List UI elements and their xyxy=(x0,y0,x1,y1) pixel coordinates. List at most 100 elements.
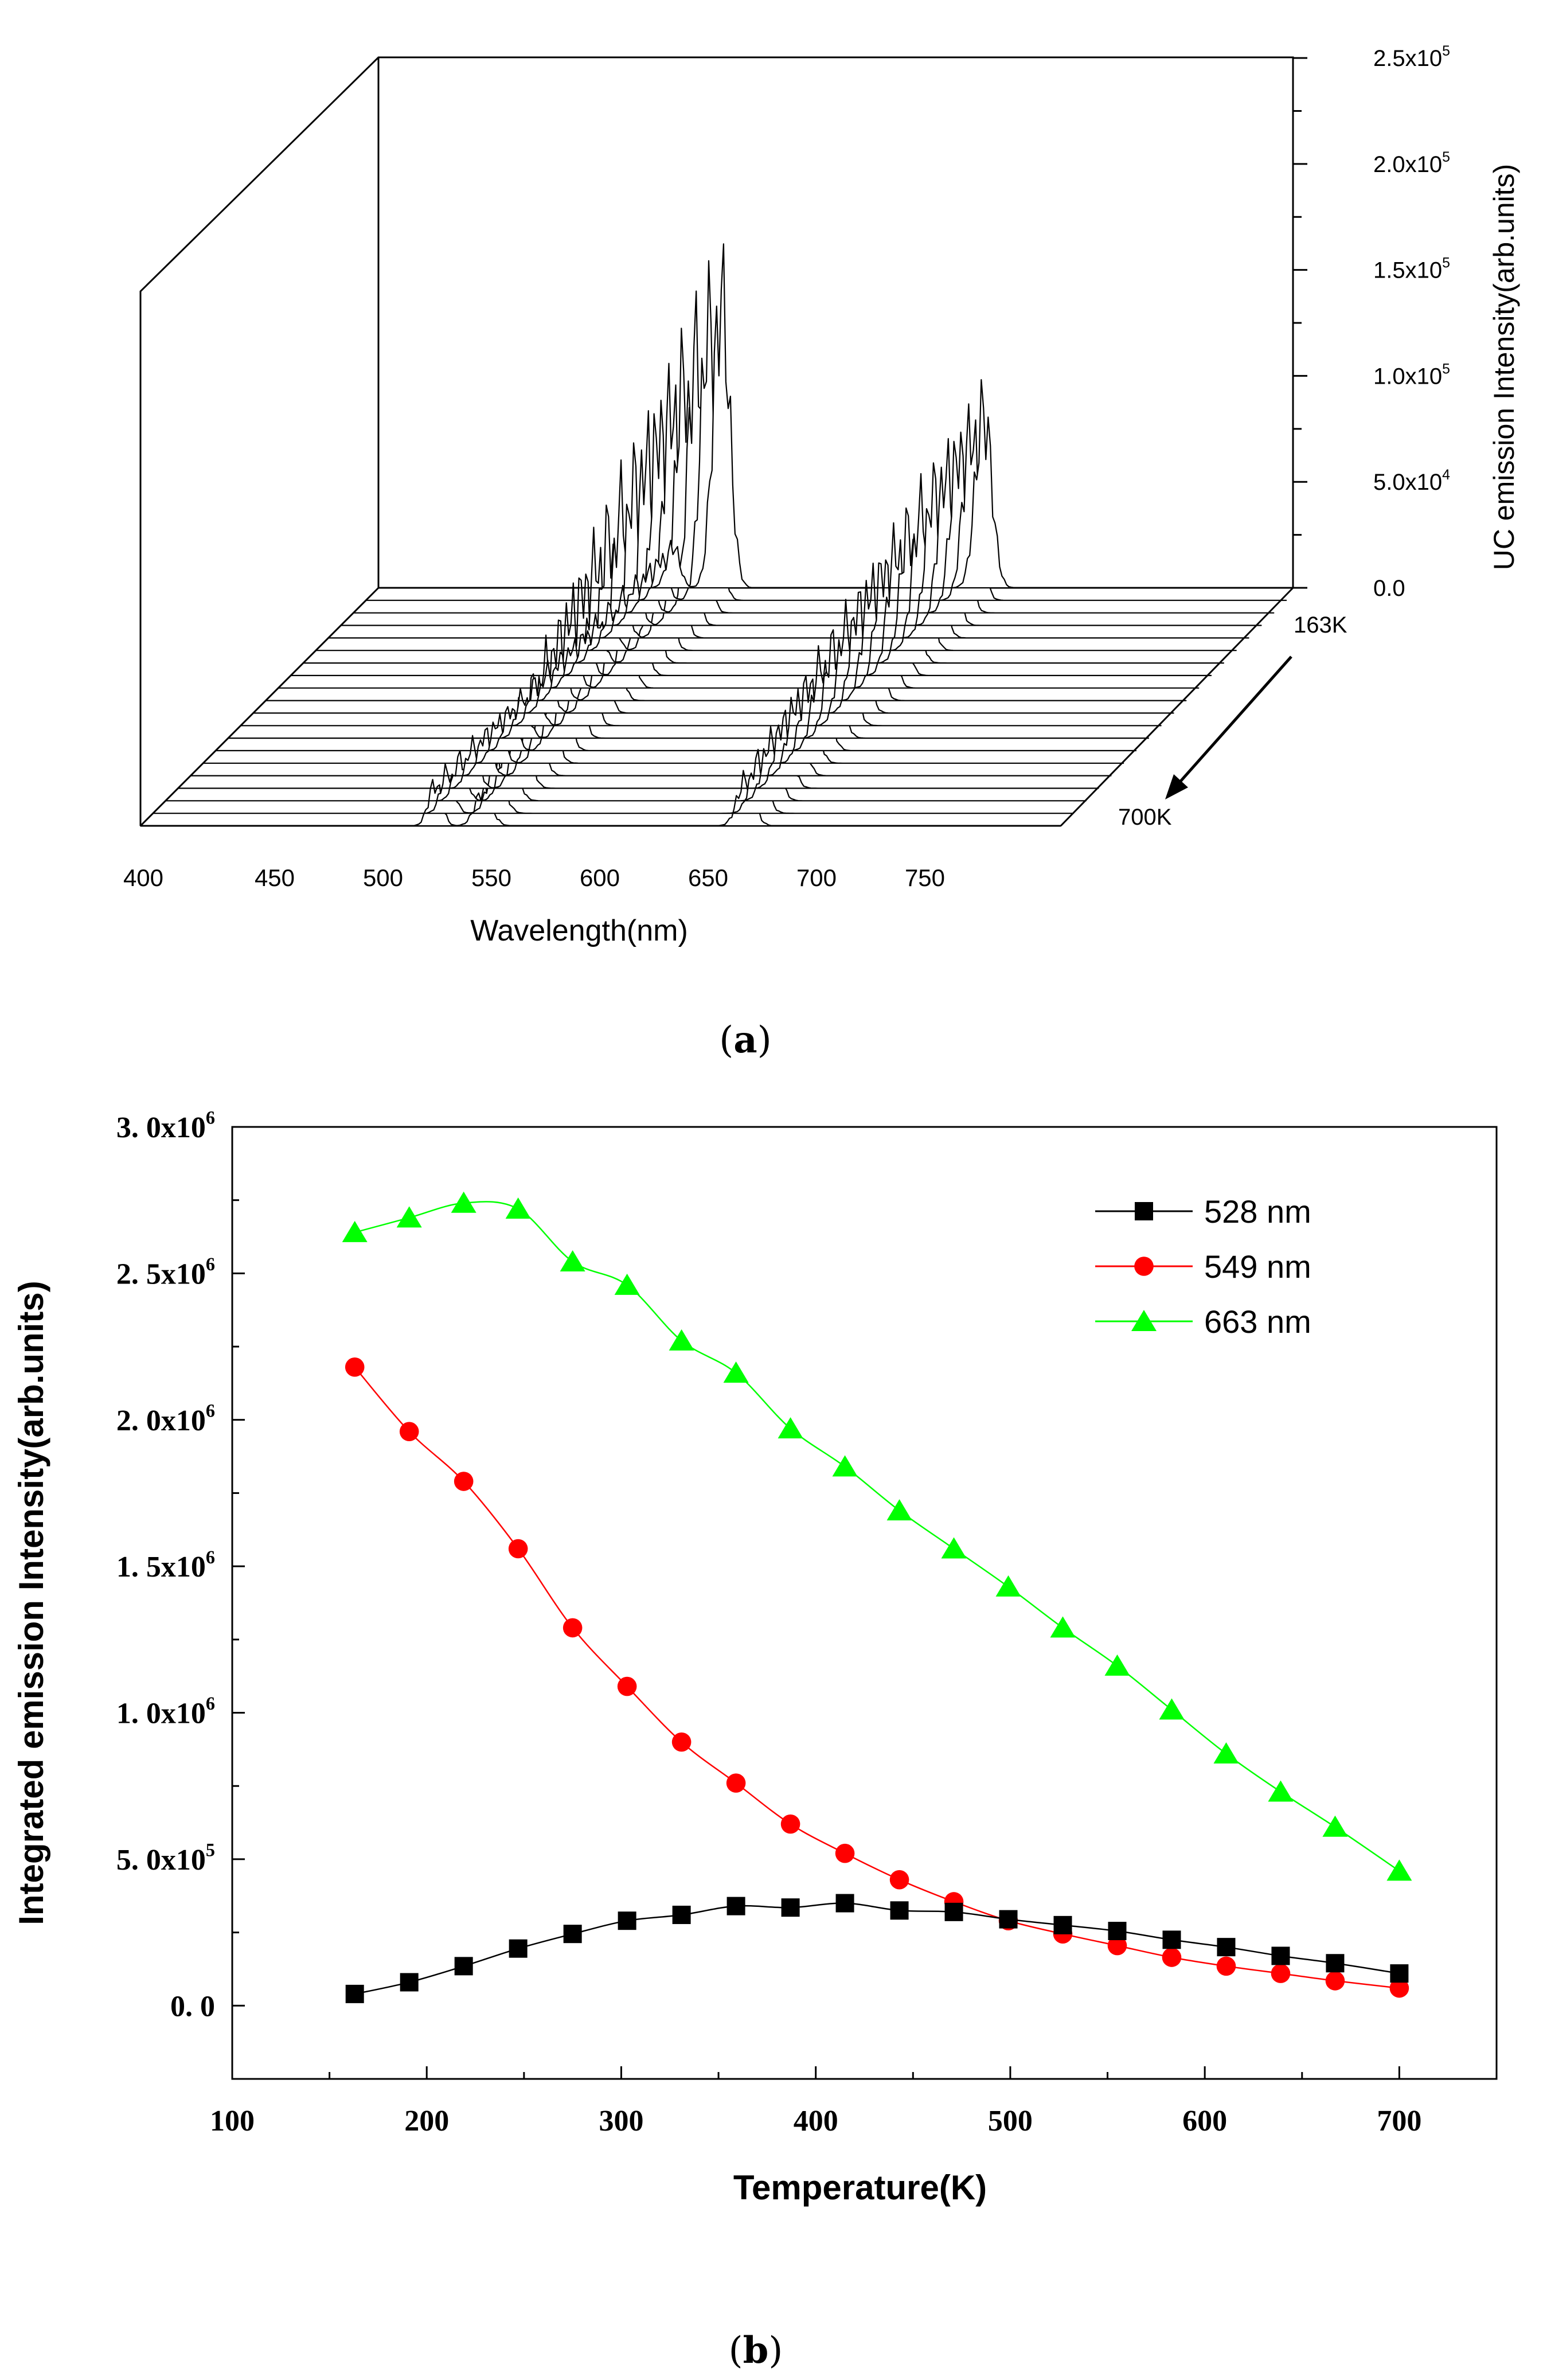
panel-b-legend-marker xyxy=(1131,1310,1157,1331)
panel-b-data-point xyxy=(560,1250,585,1271)
panel-b-series-line xyxy=(354,1201,1400,1872)
panel-a-caption-letter: a xyxy=(733,1019,757,1062)
panel-b-series-528-nm xyxy=(345,1894,1409,2003)
panel-b-data-point xyxy=(726,1897,745,1915)
panel-b-y-tick-label: 2. 0x106 xyxy=(116,1400,215,1437)
panel-b-x-axis-label: Temperature(K) xyxy=(733,2168,987,2207)
panel-b-data-point xyxy=(451,1191,476,1213)
panel-a-x-tick-label: 550 xyxy=(471,864,511,891)
panel-b-data-point xyxy=(342,1220,368,1242)
panel-b-data-point xyxy=(1326,1954,1345,1973)
panel-b-data-point xyxy=(941,1537,967,1559)
panel-b-data-point xyxy=(669,1329,694,1351)
panel-b-y-axis-label: Integrated emission Intensity(arb.units) xyxy=(12,1281,50,1925)
panel-b-y-tick-label-mantissa: 3. 0x10 xyxy=(116,1111,206,1144)
panel-a-spectrum-line xyxy=(278,459,1200,689)
panel-b-y-tick-label-mantissa: 5. 0x10 xyxy=(116,1844,206,1876)
panel-b-data-point xyxy=(944,1902,963,1921)
panel-a-x-tick-label: 400 xyxy=(123,864,163,891)
panel-a-y-tick-label-mantissa: 1.5x10 xyxy=(1373,258,1442,283)
panel-a-y-tick-label-exponent: 5 xyxy=(1442,150,1450,165)
panel-b-y-tick-label: 1. 5x106 xyxy=(116,1547,215,1583)
panel-b-data-point xyxy=(399,1422,419,1441)
panel-a-x-tick-label: 450 xyxy=(255,864,295,891)
panel-b-data-point xyxy=(1104,1654,1130,1676)
panel-b-data-point xyxy=(1386,1859,1412,1881)
panel-a-y-tick-label-mantissa: 2.5x10 xyxy=(1373,46,1442,71)
panel-b-data-point xyxy=(1325,1971,1345,1991)
panel-a-x-tick-label: 700 xyxy=(796,864,837,891)
panel-b-data-point xyxy=(563,1925,582,1944)
panel-b-data-point xyxy=(509,1939,528,1958)
panel-b-data-point xyxy=(1271,1946,1290,1965)
panel-b-data-point xyxy=(345,1984,364,2003)
panel-b-data-point xyxy=(835,1843,855,1863)
panel-b-data-point xyxy=(618,1911,636,1930)
panel-b-legend-marker xyxy=(1135,1202,1153,1220)
panel-b-legend-label: 549 nm xyxy=(1204,1248,1311,1285)
panel-b-data-point xyxy=(1108,1922,1127,1941)
panel-b-data-point xyxy=(1271,1964,1291,1983)
panel-a-x-tick-label: 750 xyxy=(905,864,945,891)
panel-b-data-point xyxy=(999,1910,1018,1929)
panel-b-data-point xyxy=(614,1273,640,1295)
panel-b-x-tick-label: 700 xyxy=(1377,2105,1421,2137)
panel-b-data-point xyxy=(832,1455,858,1477)
panel-b-x-tick-label: 500 xyxy=(988,2105,1033,2137)
panel-a-y-tick-label-exponent: 5 xyxy=(1442,44,1450,59)
panel-b-x-tick-label: 400 xyxy=(794,2105,838,2137)
panel-b-y-tick-label-mantissa: 1. 5x10 xyxy=(116,1551,206,1583)
panel-a-spectrum-line xyxy=(265,504,1187,701)
panel-b-y-tick-label-exponent: 5 xyxy=(206,1840,215,1860)
panel-b-data-point xyxy=(1053,1915,1072,1934)
panel-a-y-tick-label: 2.5x105 xyxy=(1373,44,1450,71)
panel-a-spectrum-line xyxy=(353,290,1275,614)
panel-b-data-point xyxy=(890,1901,909,1920)
panel-b-x-tick-label: 100 xyxy=(210,2105,255,2137)
panel-b-plot-frame xyxy=(231,1126,1498,2080)
panel-b-data-point xyxy=(778,1417,803,1439)
panel-a-spectrum-line xyxy=(177,697,1099,789)
panel-b-y-tick-label-exponent: 6 xyxy=(206,1107,215,1128)
panel-b-data-point xyxy=(1159,1698,1185,1720)
panel-a-z-start-label: 163K xyxy=(1294,612,1347,638)
panel-a-spectrum-line xyxy=(152,748,1074,814)
panel-a-x-axis-label: Wavelength(nm) xyxy=(470,914,688,947)
panel-b-series-line xyxy=(354,1366,1400,1989)
panel-a-caption: (a) xyxy=(719,1019,771,1062)
panel-a-spectrum-line xyxy=(165,726,1087,802)
panel-a-spectrum-line xyxy=(252,526,1174,714)
panel-b-data-point xyxy=(454,1957,473,1976)
panel-b-data-point xyxy=(400,1973,419,1992)
panel-b-legend: 528 nm 549 nm 663 nm xyxy=(1095,1193,1311,1340)
panel-a-y-tick-label-exponent: 5 xyxy=(1442,361,1450,377)
panel-a-y-tick-label-mantissa: 5.0x10 xyxy=(1373,470,1442,495)
panel-b-y-tick-label: 0. 0 xyxy=(170,1990,215,2023)
panel-b-data-point xyxy=(726,1773,746,1793)
panel-b-data-point xyxy=(1162,1930,1181,1949)
panel-b-data-point xyxy=(672,1905,691,1924)
panel-b-series-549-nm xyxy=(345,1357,1409,1998)
panel-b-data-point xyxy=(617,1676,637,1696)
panel-a-spectrum-line xyxy=(227,582,1149,739)
panel-b-x-axis: 100 200 300 400 500 600 700 xyxy=(210,2066,1498,2137)
panel-b-data-point xyxy=(396,1206,422,1228)
panel-b-y-tick-label-exponent: 6 xyxy=(206,1400,215,1421)
panel-a-y-tick-label: 1.0x105 xyxy=(1373,361,1450,389)
panel-a-x-tick-label: 600 xyxy=(580,864,620,891)
panel-b-data-point xyxy=(889,1870,909,1890)
panel-a-y-tick-label: 0.0 xyxy=(1373,576,1405,601)
panel-b-x-tick-label: 200 xyxy=(404,2105,449,2137)
panel-b-caption-letter: b xyxy=(743,2329,769,2372)
panel-b-data-point xyxy=(835,1894,854,1913)
panel-a-y-axis-label: UC emission Intensity(arb.units) xyxy=(1488,164,1520,571)
panel-a-x-tick-label: 500 xyxy=(363,864,403,891)
panel-b-y-tick-label-exponent: 6 xyxy=(206,1693,215,1714)
panel-b-data-point xyxy=(454,1472,474,1491)
panel-a-y-tick-label-mantissa: 2.0x10 xyxy=(1373,152,1442,177)
panel-b-y-tick-label-mantissa: 2. 5x10 xyxy=(116,1258,206,1290)
panel-a-spectrum-line xyxy=(290,442,1212,676)
